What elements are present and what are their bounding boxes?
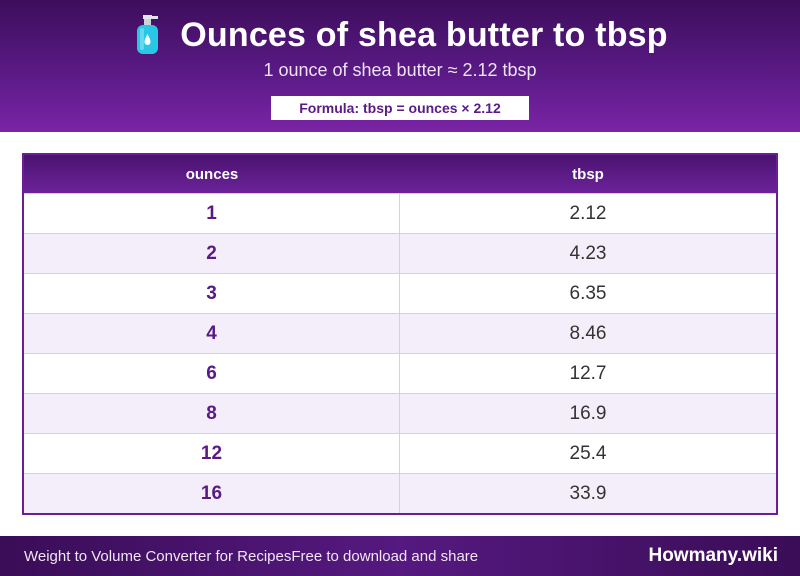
tbsp-cell: 2.12 — [569, 202, 607, 224]
table-row: 2 4.23 — [24, 233, 776, 273]
ounces-cell: 12 — [24, 434, 400, 473]
tbsp-cell: 25.4 — [569, 442, 607, 464]
tbsp-cell: 33.9 — [569, 482, 607, 504]
title-row: Ounces of shea butter to tbsp — [0, 14, 800, 56]
column-header-tbsp: tbsp — [572, 165, 604, 183]
lotion-bottle-icon — [132, 15, 162, 55]
ounces-cell: 1 — [24, 194, 400, 233]
table-row: 4 8.46 — [24, 313, 776, 353]
table-row: 6 12.7 — [24, 353, 776, 393]
ounces-cell: 3 — [24, 274, 400, 313]
tbsp-cell: 16.9 — [569, 402, 607, 424]
footer: Weight to Volume Converter for Recipes F… — [0, 536, 800, 576]
ounces-cell: 16 — [24, 474, 400, 513]
formula-badge: Formula: tbsp = ounces × 2.12 — [271, 96, 529, 120]
ounces-cell: 6 — [24, 354, 400, 393]
page-title: Ounces of shea butter to tbsp — [180, 15, 668, 54]
footer-share-label: Free to download and share — [291, 547, 479, 565]
table-row: 8 16.9 — [24, 393, 776, 433]
brand-logo-text: Howmany.wiki — [648, 545, 778, 566]
header: Ounces of shea butter to tbsp 1 ounce of… — [0, 0, 800, 132]
column-header-ounces: ounces — [185, 165, 239, 183]
tbsp-cell: 4.23 — [569, 242, 607, 264]
table-row: 3 6.35 — [24, 273, 776, 313]
ounces-cell: 2 — [24, 234, 400, 273]
tbsp-cell: 12.7 — [569, 362, 607, 384]
table-row: 12 25.4 — [24, 433, 776, 473]
conversion-table: ounces tbsp 1 2.12 2 4.23 3 6.35 4 8.46 … — [22, 153, 778, 515]
ounces-cell: 8 — [24, 394, 400, 433]
table-header: ounces tbsp — [24, 155, 776, 193]
page-subtitle: 1 ounce of shea butter ≈ 2.12 tbsp — [263, 60, 537, 80]
table-row: 16 33.9 — [24, 473, 776, 513]
footer-converter-label: Weight to Volume Converter for Recipes — [24, 547, 292, 565]
table-row: 1 2.12 — [24, 193, 776, 233]
tbsp-cell: 6.35 — [569, 282, 607, 304]
ounces-cell: 4 — [24, 314, 400, 353]
tbsp-cell: 8.46 — [569, 322, 607, 344]
